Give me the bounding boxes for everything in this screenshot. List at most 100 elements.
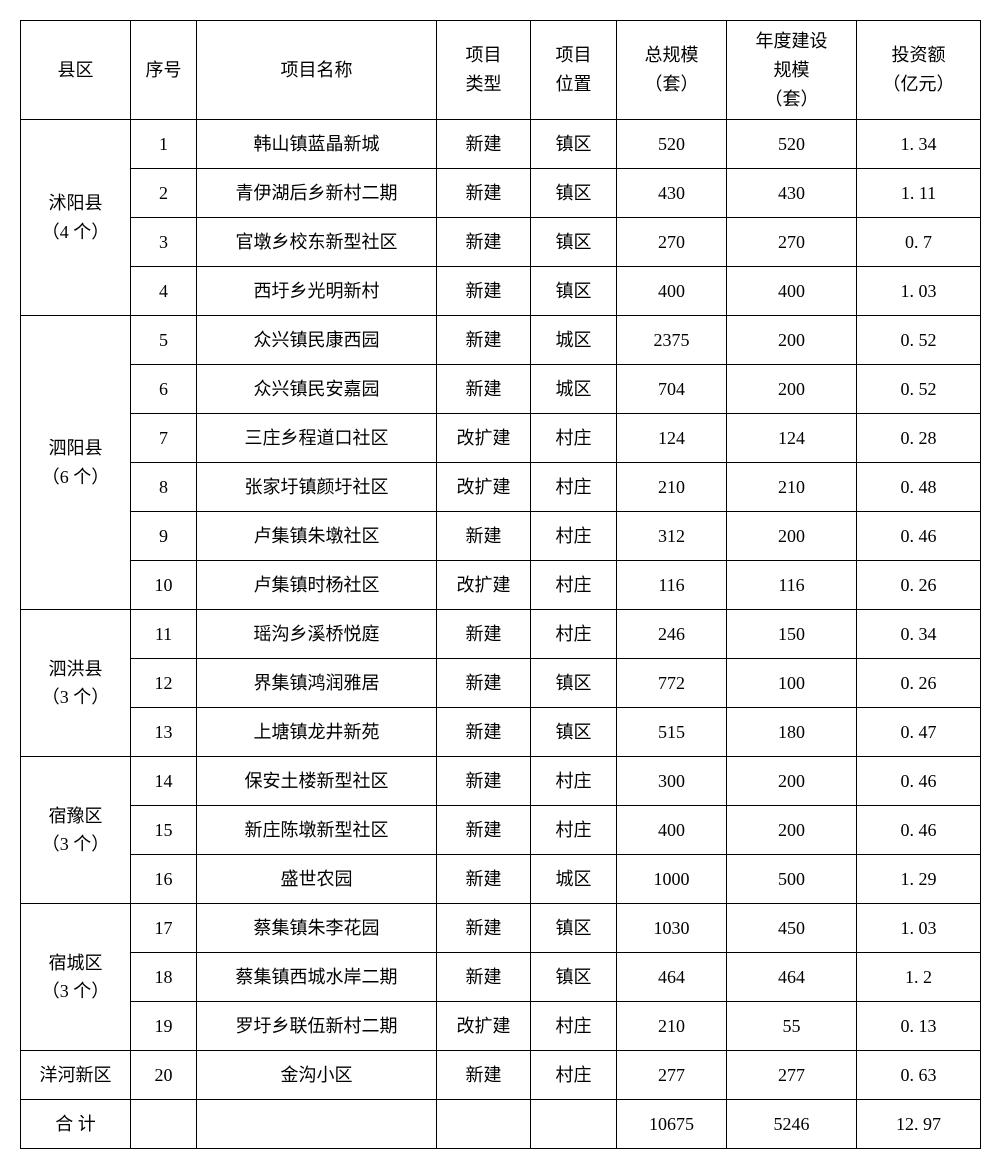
table-header-row: 县区 序号 项目名称 项目类型 项目位置 总规模（套） 年度建设规模（套） 投资… [21,21,981,120]
table-row: 3官墩乡校东新型社区新建镇区2702700. 7 [21,218,981,267]
total-cell: 400 [617,267,727,316]
loc-cell: 镇区 [531,904,617,953]
table-row: 16盛世农园新建城区10005001. 29 [21,855,981,904]
table-row: 泗阳县（6 个）5众兴镇民康西园新建城区23752000. 52 [21,316,981,365]
county-cell: 宿城区（3 个） [21,904,131,1051]
total-cell: 124 [617,414,727,463]
table-row: 泗洪县（3 个）11瑶沟乡溪桥悦庭新建村庄2461500. 34 [21,610,981,659]
table-row: 宿豫区（3 个）14保安土楼新型社区新建村庄3002000. 46 [21,757,981,806]
ptype-cell: 新建 [437,267,531,316]
loc-cell: 村庄 [531,512,617,561]
table-row: 宿城区（3 个）17蔡集镇朱李花园新建镇区10304501. 03 [21,904,981,953]
annual-cell: 150 [727,610,857,659]
name-cell: 卢集镇朱墩社区 [197,512,437,561]
loc-cell: 城区 [531,855,617,904]
ptype-cell: 新建 [437,904,531,953]
ptype-cell [437,1100,531,1149]
seq-cell: 14 [131,757,197,806]
invest-cell: 0. 34 [857,610,981,659]
name-cell: 瑶沟乡溪桥悦庭 [197,610,437,659]
county-cell: 泗阳县（6 个） [21,316,131,610]
name-cell: 蔡集镇西城水岸二期 [197,953,437,1002]
seq-cell: 4 [131,267,197,316]
annual-cell: 55 [727,1002,857,1051]
annual-cell: 520 [727,120,857,169]
county-cell: 宿豫区（3 个） [21,757,131,904]
col-invest: 投资额（亿元） [857,21,981,120]
invest-cell: 0. 28 [857,414,981,463]
annual-cell: 200 [727,757,857,806]
invest-cell: 0. 47 [857,708,981,757]
ptype-cell: 新建 [437,953,531,1002]
seq-cell: 8 [131,463,197,512]
seq-cell: 16 [131,855,197,904]
total-cell: 464 [617,953,727,1002]
ptype-cell: 改扩建 [437,463,531,512]
invest-cell: 1. 03 [857,267,981,316]
seq-cell: 7 [131,414,197,463]
total-cell: 246 [617,610,727,659]
total-row: 合 计10675524612. 97 [21,1100,981,1149]
loc-cell: 村庄 [531,1051,617,1100]
invest-cell: 0. 46 [857,757,981,806]
seq-cell: 2 [131,169,197,218]
annual-cell: 500 [727,855,857,904]
seq-cell: 11 [131,610,197,659]
seq-cell: 5 [131,316,197,365]
ptype-cell: 改扩建 [437,561,531,610]
seq-cell: 6 [131,365,197,414]
total-cell: 1030 [617,904,727,953]
total-cell: 210 [617,463,727,512]
loc-cell: 镇区 [531,169,617,218]
loc-cell: 村庄 [531,561,617,610]
invest-cell: 0. 46 [857,806,981,855]
seq-cell: 10 [131,561,197,610]
seq-cell [131,1100,197,1149]
ptype-cell: 新建 [437,169,531,218]
loc-cell: 村庄 [531,414,617,463]
table-row: 15新庄陈墩新型社区新建村庄4002000. 46 [21,806,981,855]
total-cell: 277 [617,1051,727,1100]
name-cell: 官墩乡校东新型社区 [197,218,437,267]
ptype-cell: 新建 [437,806,531,855]
ptype-cell: 新建 [437,365,531,414]
total-cell: 2375 [617,316,727,365]
table-row: 9卢集镇朱墩社区新建村庄3122000. 46 [21,512,981,561]
name-cell: 众兴镇民康西园 [197,316,437,365]
ptype-cell: 新建 [437,1051,531,1100]
name-cell: 三庄乡程道口社区 [197,414,437,463]
seq-cell: 1 [131,120,197,169]
annual-cell: 277 [727,1051,857,1100]
loc-cell: 村庄 [531,757,617,806]
total-cell: 116 [617,561,727,610]
name-cell: 新庄陈墩新型社区 [197,806,437,855]
name-cell: 盛世农园 [197,855,437,904]
invest-cell: 1. 03 [857,904,981,953]
invest-cell: 0. 13 [857,1002,981,1051]
col-total: 总规模（套） [617,21,727,120]
name-cell: 罗圩乡联伍新村二期 [197,1002,437,1051]
seq-cell: 18 [131,953,197,1002]
loc-cell: 镇区 [531,218,617,267]
invest-cell: 0. 48 [857,463,981,512]
loc-cell: 镇区 [531,267,617,316]
name-cell: 韩山镇蓝晶新城 [197,120,437,169]
annual-cell: 270 [727,218,857,267]
annual-cell: 210 [727,463,857,512]
loc-cell: 城区 [531,316,617,365]
total-cell: 312 [617,512,727,561]
name-cell: 界集镇鸿润雅居 [197,659,437,708]
table-row: 18蔡集镇西城水岸二期新建镇区4644641. 2 [21,953,981,1002]
table-row: 12界集镇鸿润雅居新建镇区7721000. 26 [21,659,981,708]
seq-cell: 19 [131,1002,197,1051]
table-body: 沭阳县（4 个）1韩山镇蓝晶新城新建镇区5205201. 342青伊湖后乡新村二… [21,120,981,1149]
annual-cell: 200 [727,512,857,561]
table-row: 4西圩乡光明新村新建镇区4004001. 03 [21,267,981,316]
ptype-cell: 新建 [437,855,531,904]
total-cell: 400 [617,806,727,855]
col-county: 县区 [21,21,131,120]
loc-cell: 镇区 [531,659,617,708]
table-row: 19罗圩乡联伍新村二期改扩建村庄210550. 13 [21,1002,981,1051]
invest-cell: 12. 97 [857,1100,981,1149]
ptype-cell: 改扩建 [437,414,531,463]
